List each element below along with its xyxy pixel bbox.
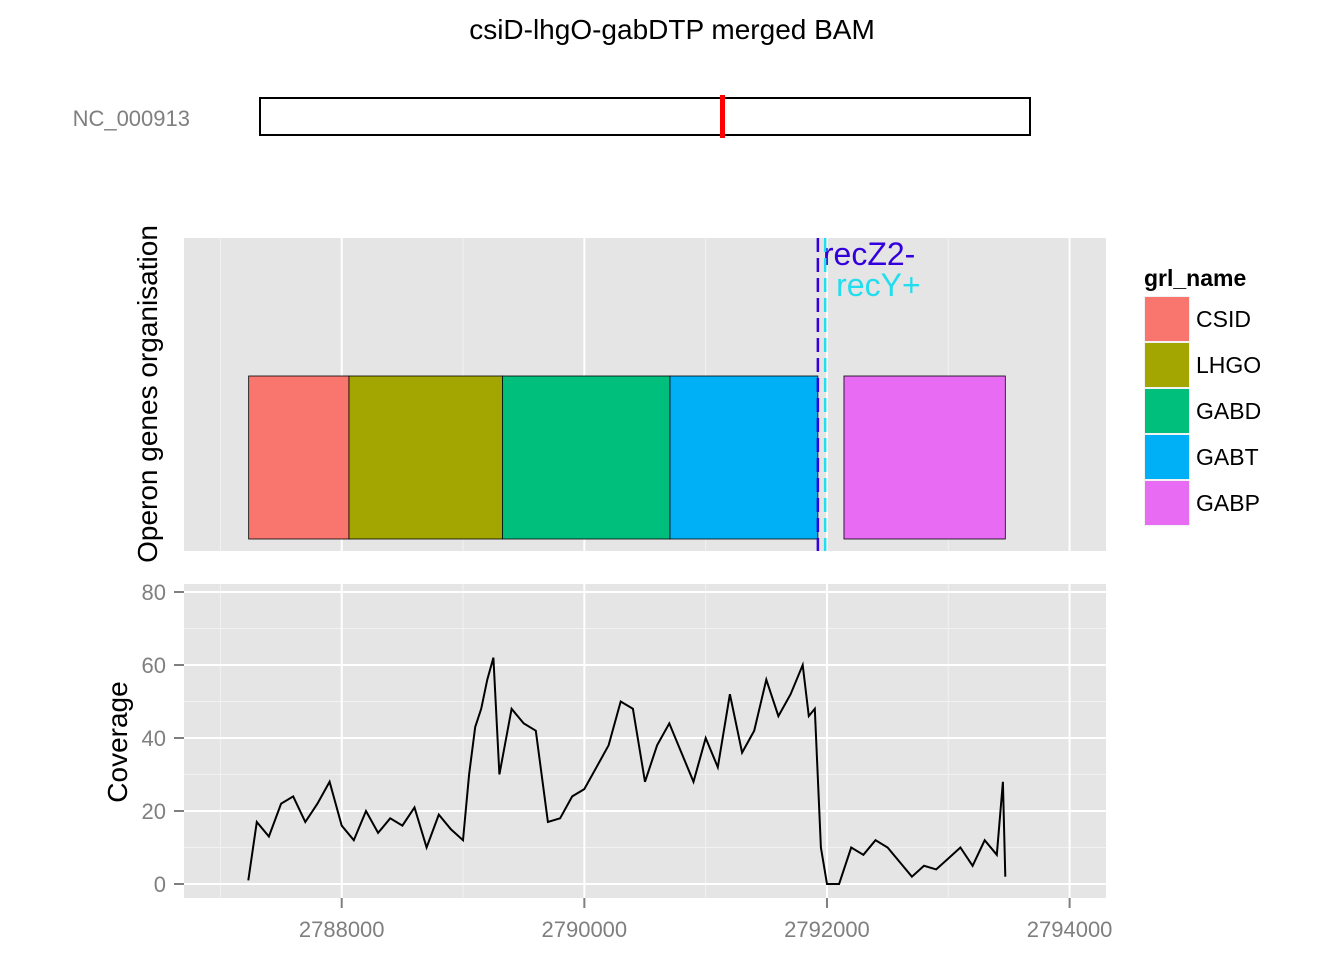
- coverage-panel: 0 20 40 60 80 2788000 2790000 2792000 2794000: [142, 580, 1113, 942]
- legend-label: LHGO: [1196, 352, 1261, 378]
- gene-bar-gabp: [843, 375, 1006, 540]
- legend-swatch-gabp: [1145, 481, 1189, 525]
- ideogram-bar: [259, 97, 1031, 136]
- x-tick-label: 2788000: [299, 917, 385, 942]
- x-tick-label: 2792000: [784, 917, 870, 942]
- legend-label: CSID: [1196, 306, 1251, 332]
- legend: grl_name CSID LHGO GABD GABT GABP: [1144, 265, 1261, 526]
- legend-swatch-gabt: [1145, 435, 1189, 479]
- legend-label: GABP: [1196, 490, 1260, 516]
- coverage-axis-ticks: 0 20 40 60 80 2788000 2790000 2792000 2794000: [142, 580, 1113, 942]
- y-tick-label: 60: [142, 653, 166, 678]
- x-tick-label: 2794000: [1027, 917, 1113, 942]
- y-tick-label: 40: [142, 726, 166, 751]
- ideogram-marker: [720, 95, 725, 138]
- gene-bar-gabt: [669, 375, 819, 540]
- gene-panel-ylabel: Operon genes organisation: [132, 225, 163, 563]
- legend-label: GABT: [1196, 444, 1259, 470]
- chart-title: csiD-lhgO-gabDTP merged BAM: [469, 14, 875, 45]
- annotation-label: recY+: [836, 267, 920, 303]
- gene-annotations: recZ2-recY+: [816, 236, 921, 551]
- legend-swatch-csid: [1145, 297, 1189, 341]
- coverage-panel-background: [184, 584, 1106, 898]
- chromosome-label: NC_000913: [73, 106, 190, 131]
- legend-swatch-lhgo: [1145, 343, 1189, 387]
- gene-bars: [248, 375, 1006, 540]
- legend-label: GABD: [1196, 398, 1261, 424]
- y-tick-label: 0: [154, 872, 166, 897]
- y-tick-label: 80: [142, 580, 166, 605]
- gene-bar-lhgo: [348, 375, 503, 540]
- x-tick-label: 2790000: [542, 917, 628, 942]
- y-tick-label: 20: [142, 799, 166, 824]
- coverage-line: [247, 657, 1007, 885]
- gene-bar-gabd: [502, 375, 671, 540]
- coverage-panel-grid: [184, 584, 1106, 898]
- gene-track-panel: recZ2-recY+: [184, 236, 1106, 551]
- legend-title: grl_name: [1144, 265, 1246, 291]
- gene-bar-csid: [248, 375, 350, 540]
- legend-swatch-gabd: [1145, 389, 1189, 433]
- legend-items: CSID LHGO GABD GABT GABP: [1144, 296, 1261, 526]
- annotation-label: recZ2-: [823, 236, 915, 272]
- coverage-ylabel: Coverage: [102, 681, 133, 802]
